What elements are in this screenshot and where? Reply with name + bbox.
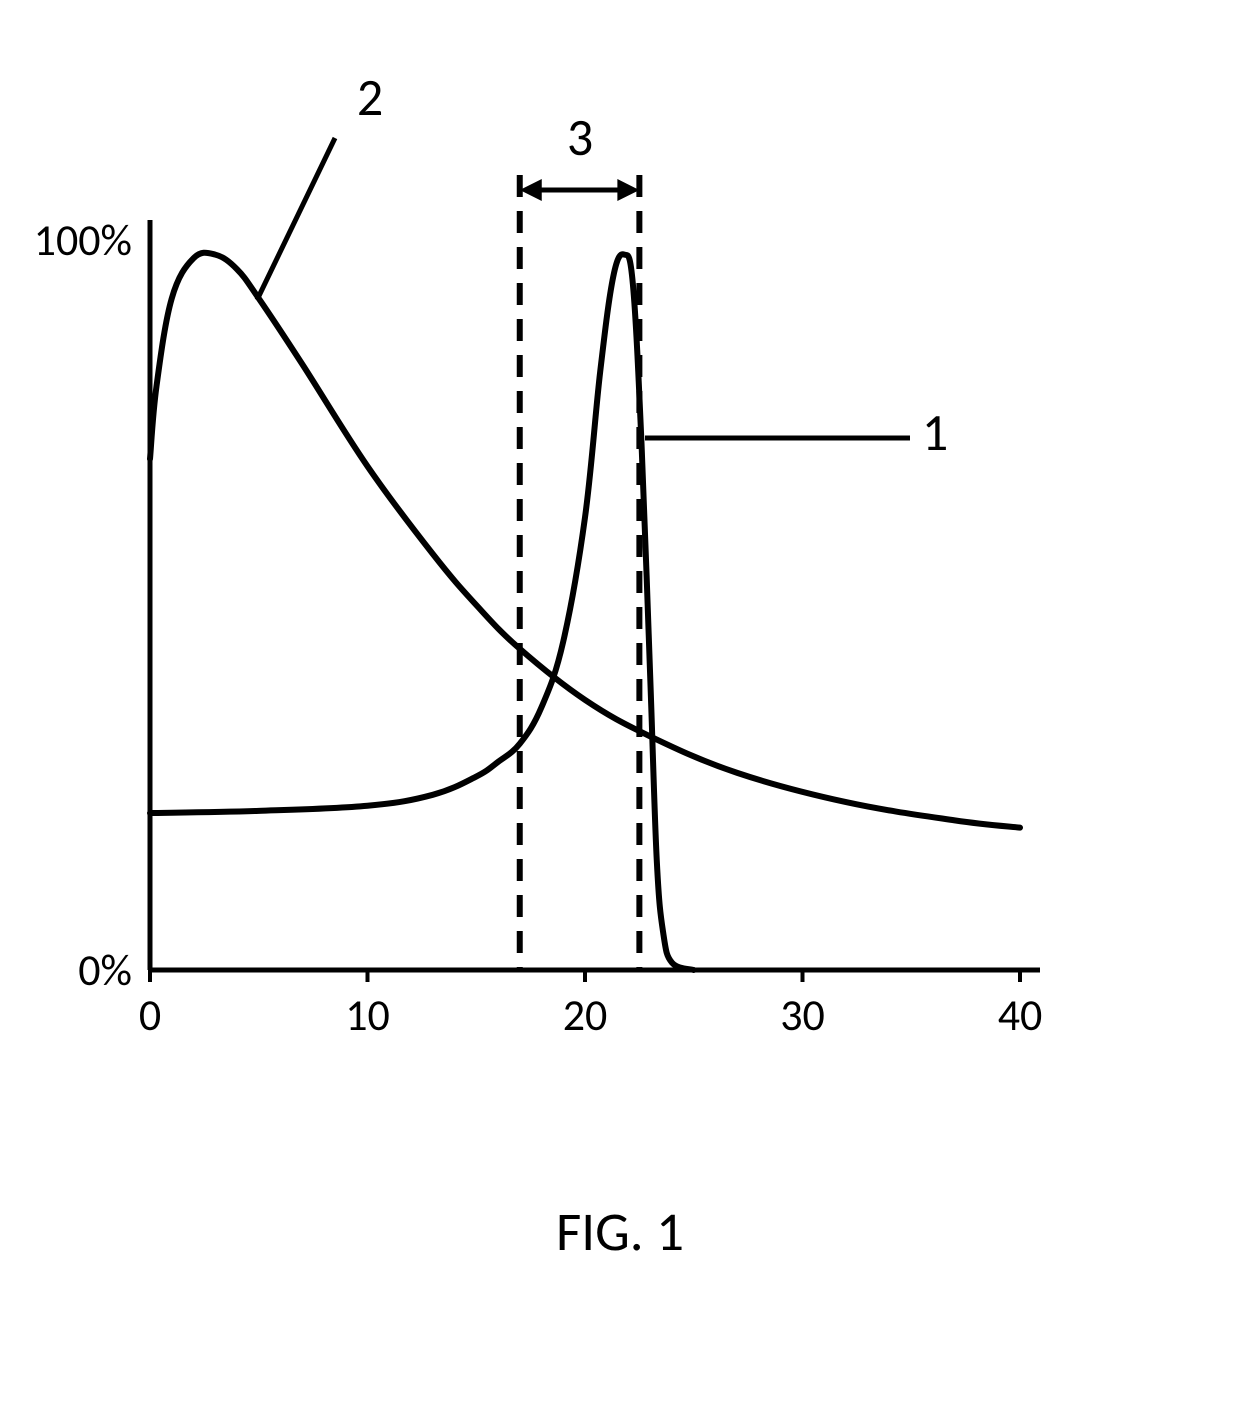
x-tick-label: 30 [780,988,825,1042]
x-tick-label: 40 [998,988,1043,1042]
label3: 3 [567,105,593,169]
x-tick-label: 20 [563,988,608,1042]
x-tick-label: 10 [345,988,390,1042]
figure-container: 0 10 20 30 40 0% 100% 2 3 1 FIG. 1 [0,0,1240,1417]
label1: 1 [922,400,948,464]
y-tick-label: 0% [78,943,132,997]
chart-svg: 0 10 20 30 40 0% 100% 2 3 1 FIG. 1 [0,0,1240,1417]
figure-caption: FIG. 1 [556,1198,684,1265]
label2: 2 [357,65,383,129]
y-tick-label: 100% [34,213,132,267]
x-tick-label: 0 [139,988,161,1042]
